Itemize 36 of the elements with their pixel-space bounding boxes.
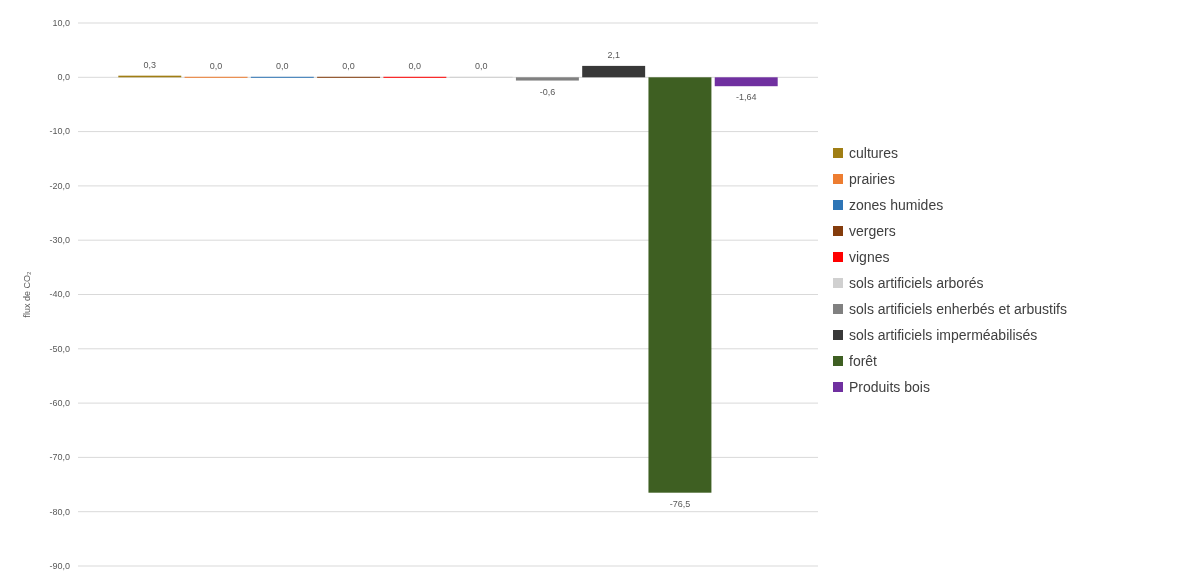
legend-label: Produits bois: [849, 378, 930, 395]
data-label: 0,0: [342, 61, 355, 72]
legend-label: zones humides: [849, 196, 944, 213]
y-tick-label: 0,0: [57, 72, 70, 83]
data-label: 0,3: [143, 59, 157, 70]
data-label: 0,0: [276, 61, 289, 72]
data-label: 2,1: [607, 49, 620, 60]
legend-label: vignes: [849, 248, 890, 265]
y-tick-label: -50,0: [49, 343, 70, 354]
y-tick-label: -90,0: [49, 560, 70, 571]
y-tick-label: -30,0: [49, 235, 70, 246]
data-label: -76,5: [669, 498, 691, 509]
y-tick-label: -20,0: [49, 180, 70, 191]
y-tick-label: -60,0: [49, 397, 70, 408]
data-label: -1,64: [735, 92, 757, 103]
legend-label: prairies: [849, 170, 895, 187]
y-tick-label: -70,0: [49, 452, 70, 463]
bar: [648, 77, 712, 493]
y-tick-label: -80,0: [49, 506, 70, 517]
legend-label: sols artificiels enherbés et arbustifs: [849, 300, 1067, 317]
y-tick-label: 10,0: [52, 17, 70, 28]
bar: [515, 77, 579, 81]
data-label: -0,6: [539, 86, 556, 97]
legend-label: vergers: [849, 222, 896, 239]
legend-label: sols artificiels imperméabilisés: [849, 326, 1038, 343]
data-label: 0,0: [408, 61, 422, 72]
legend-label: forêt: [849, 352, 878, 369]
y-axis-title: flux de CO₂: [22, 270, 32, 318]
legend-label: cultures: [849, 144, 899, 161]
data-label: 0,0: [209, 61, 223, 72]
data-label: 0,0: [474, 61, 488, 72]
bar: [582, 65, 646, 78]
y-tick-label: -40,0: [49, 289, 70, 300]
bar: [714, 77, 778, 87]
legend-label: sols artificiels arborés: [849, 274, 984, 291]
y-tick-label: -10,0: [49, 126, 70, 137]
